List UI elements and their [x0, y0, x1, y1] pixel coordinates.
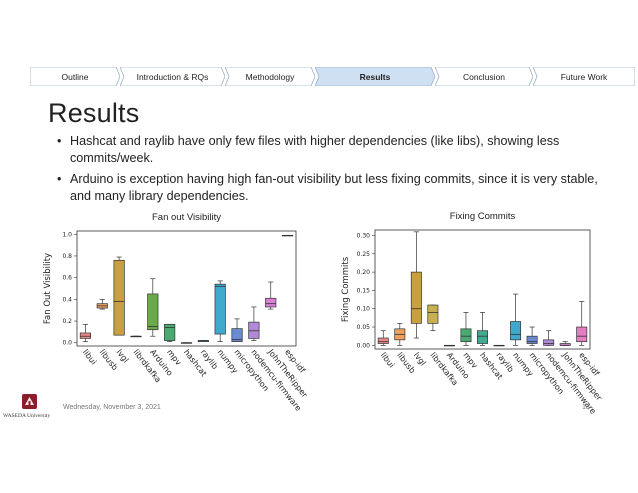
nav-chevron-shape	[435, 67, 533, 86]
bullet-text: Hashcat and raylib have only few files w…	[70, 134, 560, 165]
nav-item-future-work[interactable]: Future Work	[533, 67, 635, 86]
nav-item-methodology[interactable]: Methodology	[225, 67, 315, 86]
nav-chevron-shape	[225, 67, 315, 86]
box-libui	[79, 332, 91, 339]
y-tick-label: 1.0	[62, 231, 72, 238]
fan-out-visibility-chart: Fan out Visibility Fan Out Visibility 0.0 0…	[40, 208, 320, 413]
plot-frame	[76, 230, 297, 347]
fixing-commits-chart: Fixing Commits Fixing Commits 0.00 0.05 0.10…	[341, 208, 625, 416]
box-esp-idf	[576, 326, 588, 343]
y-tick-label: 0.25	[357, 251, 371, 258]
y-axis-label: Fixing Commits	[341, 256, 351, 322]
y-tick-label: 0.8	[62, 253, 72, 260]
y-tick-label: 0.4	[62, 296, 72, 303]
bullet-list: • Hashcat and raylib have only few files…	[57, 133, 617, 209]
box-JohnTheRipper	[265, 297, 277, 308]
bullet-symbol: •	[57, 134, 62, 148]
y-tick-label: 0.05	[357, 324, 371, 331]
y-tick-label: 0.00	[357, 342, 371, 349]
chart-title: Fixing Commits	[450, 211, 516, 222]
nav-item-label: Conclusion	[462, 71, 506, 82]
box-nodemcu-firmware	[248, 321, 260, 339]
box-hashcat	[477, 330, 488, 344]
nav-item-introduction[interactable]: Introduction & RQs	[120, 67, 225, 86]
y-tick-label: 0.2	[62, 318, 72, 325]
box-mpv	[460, 328, 472, 343]
nav-item-label: Results	[359, 71, 391, 82]
box-Arduino	[147, 293, 159, 331]
nav-item-outline[interactable]: Outline	[30, 67, 120, 86]
bullet-text: Arduino is exception having high fan-out…	[70, 172, 598, 203]
x-tick-label: libui	[81, 348, 98, 367]
bullet-item: • Hashcat and raylib have only few files…	[57, 133, 617, 167]
box-lvgl	[113, 259, 125, 336]
waseda-emblem-icon	[22, 394, 37, 409]
box-libui	[377, 337, 389, 344]
y-tick-label: 0.20	[357, 269, 371, 276]
fixing-commits-svg: Fixing Commits Fixing Commits 0.00 0.05 0.10…	[341, 211, 604, 416]
footer-date: Wednesday, November 3, 2021	[63, 404, 161, 411]
box-micropython	[231, 328, 243, 343]
nav-chevron-shape	[315, 67, 435, 86]
page-number: 13	[582, 404, 590, 411]
y-tick-label: 0.0	[62, 340, 72, 347]
nav-chevron-shape	[30, 67, 120, 86]
nav-item-results[interactable]: Results	[315, 67, 435, 86]
waseda-logo: WASEDA University	[3, 392, 55, 422]
box-numpy	[510, 321, 522, 341]
box-nodemcu-firmware	[543, 339, 555, 346]
y-tick-label: 0.30	[357, 232, 371, 239]
nav-chevron-shape	[120, 67, 225, 86]
page-title: Results	[48, 98, 140, 128]
box-lvgl	[410, 271, 422, 324]
nav-item-label: Future Work	[560, 71, 608, 82]
box-mpv	[164, 323, 176, 341]
x-tick-label: libui	[379, 351, 396, 370]
bullet-item: • Arduino is exception having high fan-o…	[57, 171, 617, 205]
plot-frame	[374, 229, 591, 350]
chart-title: Fan out Visibility	[152, 212, 221, 223]
bullet-symbol: •	[57, 172, 62, 186]
box-numpy	[214, 283, 226, 335]
box-librdkafka	[427, 304, 439, 324]
nav-item-label: Introduction & RQs	[136, 71, 209, 82]
y-tick-label: 0.10	[357, 306, 371, 313]
nav-item-label: Methodology	[245, 71, 295, 82]
nav-item-conclusion[interactable]: Conclusion	[435, 67, 533, 86]
logo-text: WASEDA University	[3, 413, 51, 419]
fan-out-visibility-svg: Fan out Visibility Fan Out Visibility 0.0 0…	[43, 212, 310, 413]
breadcrumb: Outline Introduction & RQs Methodology R…	[30, 67, 635, 86]
y-tick-label: 0.6	[62, 275, 72, 282]
y-axis-label: Fan Out Visibility	[43, 253, 53, 324]
nav-chevron-shape	[533, 67, 635, 86]
y-tick-label: 0.15	[357, 287, 371, 294]
box-micropython	[526, 335, 538, 344]
nav-item-label: Outline	[61, 71, 89, 82]
